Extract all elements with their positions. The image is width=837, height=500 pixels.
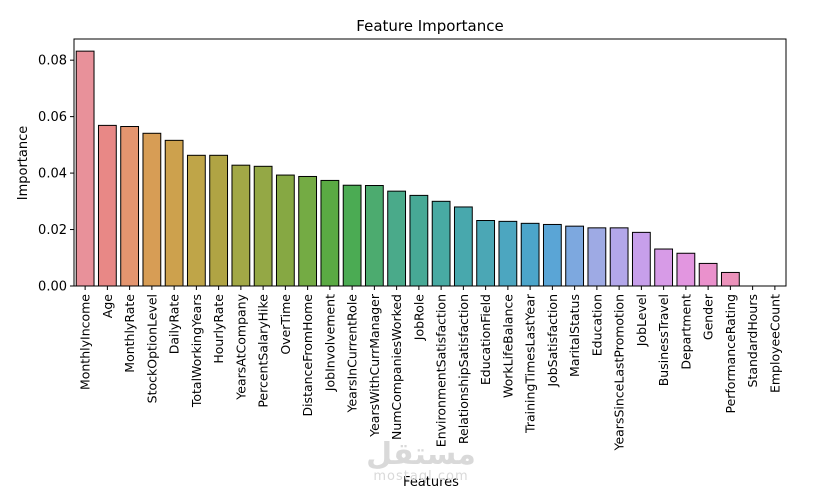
bar-hourlyrate	[209, 154, 229, 287]
bar-trainingtimeslastyear	[520, 222, 540, 287]
bar-overtime	[275, 174, 295, 287]
x-tick-label-standardhours: StandardHours	[745, 294, 760, 388]
bar-dailyrate	[164, 139, 184, 287]
bar-monthlyrate	[120, 126, 140, 287]
x-tick-label-education: Education	[589, 294, 604, 356]
x-tick-label-numcompaniesworked: NumCompaniesWorked	[389, 294, 404, 440]
bar-maritalstatus	[565, 225, 585, 287]
plot-area-frame	[73, 38, 787, 287]
x-tick-label-trainingtimeslastyear: TrainingTimesLastYear	[523, 293, 538, 434]
bar-jobinvolvement	[320, 179, 340, 287]
x-tick-label-jobsatisfaction: JobSatisfaction	[545, 294, 560, 388]
x-tick-label-overtime: OverTime	[278, 294, 293, 355]
bar-yearsincurrentrole	[342, 184, 362, 287]
x-tick-label-educationfield: EducationField	[478, 294, 493, 385]
x-tick-label-maritalstatus: MaritalStatus	[567, 294, 582, 377]
x-tick-label-businesstravel: BusinessTravel	[656, 294, 671, 386]
bar-relationshipsatisfaction	[453, 206, 473, 287]
x-tick-label-jobrole: JobRole	[411, 294, 426, 342]
x-tick-label-yearswithcurrmanager: YearsWithCurrManager	[367, 293, 382, 438]
x-axis-ticks: MonthlyIncome Age MonthlyRate StockOptionLe…	[78, 286, 782, 452]
y-axis-label: Importance	[16, 126, 31, 201]
y-tick-label: 0.06	[38, 110, 67, 125]
bar-worklifebalance	[498, 220, 518, 287]
x-tick-label-dailyrate: DailyRate	[167, 294, 182, 355]
bar-percentsalaryhike	[253, 165, 273, 287]
x-tick-label-yearssincelastpromotion: YearsSinceLastPromotion	[612, 294, 627, 452]
bar-yearssincelastpromotion	[609, 227, 629, 287]
y-tick-label: 0.02	[38, 223, 67, 238]
bar-yearsatcompany	[231, 164, 251, 287]
x-tick-label-worklifebalance: WorkLifeBalance	[500, 294, 515, 398]
y-tick-label: 0.08	[38, 54, 67, 69]
x-tick-label-relationshipsatisfaction: RelationshipSatisfaction	[456, 294, 471, 444]
y-tick-label: 0.00	[38, 280, 67, 295]
bar-jobrole	[409, 194, 429, 287]
x-tick-label-employeecount: EmployeeCount	[767, 294, 782, 393]
x-tick-label-joblevel: JobLevel	[634, 294, 649, 347]
bars	[75, 50, 740, 287]
bar-joblevel	[631, 231, 651, 287]
x-axis-label: Features	[403, 475, 459, 490]
x-tick-label-percentsalaryhike: PercentSalaryHike	[256, 294, 271, 408]
bar-education	[587, 227, 607, 287]
bar-educationfield	[476, 220, 496, 287]
bar-numcompaniesworked	[387, 190, 407, 287]
x-tick-label-performancerating: PerformanceRating	[723, 294, 738, 414]
bar-gender	[698, 262, 718, 287]
bar-distancefromhome	[298, 175, 318, 287]
x-tick-label-yearsincurrentrole: YearsInCurrentRole	[345, 294, 360, 414]
x-tick-label-yearsatcompany: YearsAtCompany	[233, 293, 248, 400]
x-tick-label-environmentsatisfaction: EnvironmentSatisfaction	[434, 294, 449, 447]
bar-monthlyincome	[75, 50, 95, 287]
bar-jobsatisfaction	[542, 223, 562, 287]
bar-age	[97, 124, 117, 287]
bar-department	[676, 252, 696, 287]
bar-environmentsatisfaction	[431, 200, 451, 287]
x-tick-label-monthlyrate: MonthlyRate	[122, 294, 137, 373]
x-tick-label-jobinvolvement: JobInvolvement	[322, 294, 337, 392]
x-tick-label-age: Age	[100, 294, 115, 318]
x-tick-label-stockoptionlevel: StockOptionLevel	[144, 294, 159, 403]
bar-stockoptionlevel	[142, 132, 162, 287]
bar-businesstravel	[654, 248, 674, 287]
bar-performancerating	[720, 271, 740, 287]
x-tick-label-gender: Gender	[701, 293, 716, 340]
x-tick-label-hourlyrate: HourlyRate	[211, 294, 226, 364]
y-tick-label: 0.04	[38, 167, 67, 182]
x-tick-label-monthlyincome: MonthlyIncome	[78, 294, 93, 390]
chart-title: Feature Importance	[356, 17, 503, 35]
x-tick-label-department: Department	[678, 294, 693, 370]
x-tick-label-distancefromhome: DistanceFromHome	[300, 294, 315, 417]
bar-totalworkingyears	[186, 154, 206, 287]
y-axis-ticks: 0.00 0.02 0.04 0.06 0.08	[38, 54, 74, 295]
x-tick-label-totalworkingyears: TotalWorkingYears	[189, 294, 204, 408]
bar-yearswithcurrmanager	[364, 185, 384, 287]
